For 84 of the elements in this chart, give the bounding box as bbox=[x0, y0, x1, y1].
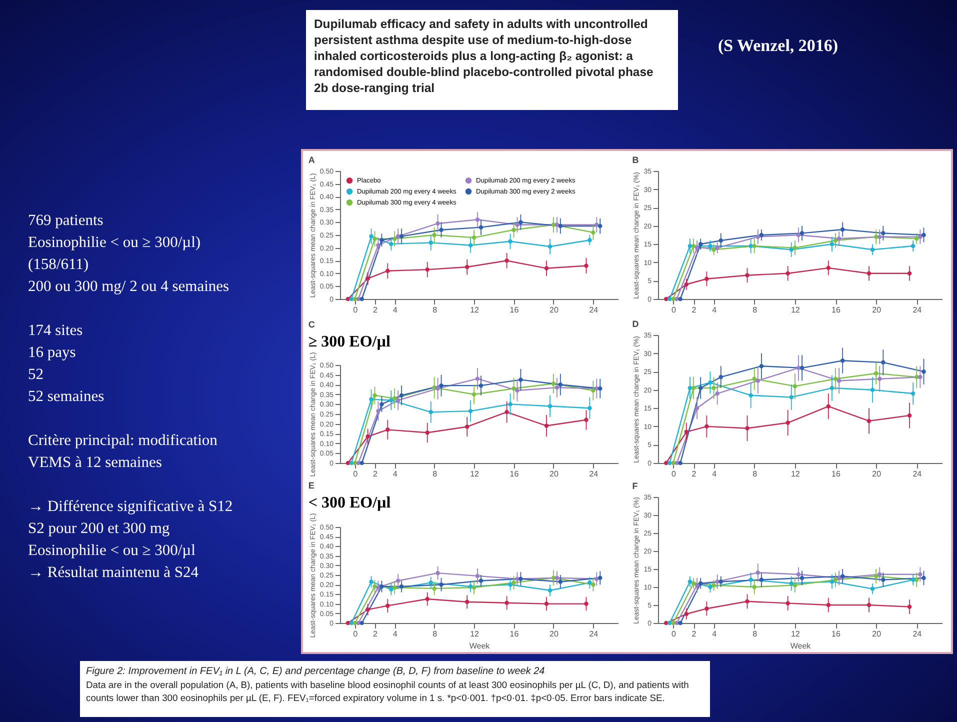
x-tick-label: 24 bbox=[589, 306, 599, 314]
point bbox=[668, 296, 672, 302]
x-tick-label: 8 bbox=[432, 306, 438, 314]
x-tick-label: 24 bbox=[912, 630, 922, 638]
x-tick-label: 8 bbox=[752, 630, 758, 638]
point bbox=[360, 620, 364, 626]
x-tick-label: 16 bbox=[832, 306, 841, 314]
x-tick-label: 0 bbox=[353, 306, 358, 314]
chart-title: E bbox=[308, 480, 314, 491]
point bbox=[356, 460, 360, 466]
chart-title: F bbox=[632, 481, 638, 491]
point bbox=[671, 620, 676, 626]
text: Critère principal: modification VEMS à 12 semaines bbox=[28, 431, 218, 473]
point bbox=[678, 460, 682, 466]
x-tick-label: 24 bbox=[589, 630, 599, 638]
x-tick-label: 2 bbox=[692, 306, 697, 314]
x-tick-label: 16 bbox=[510, 306, 520, 314]
x-tick-label: 20 bbox=[872, 630, 882, 638]
x-tick-label: 12 bbox=[470, 630, 480, 638]
x-tick-label: 4 bbox=[712, 306, 718, 314]
x-tick-label: 20 bbox=[550, 630, 559, 638]
x-tick-label: 20 bbox=[872, 470, 882, 478]
point bbox=[668, 460, 672, 466]
point bbox=[356, 620, 360, 626]
x-tick-label: 2 bbox=[373, 630, 378, 638]
x-tick-label: 16 bbox=[510, 470, 520, 478]
point bbox=[360, 296, 364, 302]
point bbox=[678, 620, 682, 626]
x-tick-label: 0 bbox=[353, 630, 358, 638]
x-tick-label: 8 bbox=[752, 306, 758, 314]
x-tick-label: 0 bbox=[671, 630, 676, 638]
x-tick-label: 4 bbox=[712, 470, 718, 478]
x-tick-label: 8 bbox=[752, 470, 758, 478]
x-tick-label: 24 bbox=[912, 470, 922, 478]
x-axis-title: Week bbox=[790, 642, 812, 650]
text: 769 patients Eosinophilie < ou ≥ 300/µl) (158/611) 200 ou 300 mg/ 2 ou 4 semaines bbox=[28, 211, 230, 297]
x-tick-label: 12 bbox=[470, 306, 480, 314]
x-tick-label: 12 bbox=[790, 630, 800, 638]
x-tick-label: 4 bbox=[392, 306, 398, 314]
x-tick-label: 16 bbox=[832, 470, 841, 478]
point bbox=[678, 296, 682, 302]
x-tick-label: 8 bbox=[432, 630, 438, 638]
text: (S Wenzel, 2016) bbox=[718, 36, 838, 56]
text: → Différence significative à S12 S2 pour 200 et 300 mg Eosinophilie < ou ≥ 300/µl → Résultat maintenu à S24 bbox=[28, 497, 234, 583]
x-tick-label: 20 bbox=[872, 306, 882, 314]
x-tick-label: 24 bbox=[912, 306, 922, 314]
x-tick-label: 0 bbox=[671, 470, 676, 478]
x-tick-label: 12 bbox=[790, 306, 800, 314]
x-tick-label: 2 bbox=[373, 306, 378, 314]
x-tick-label: 20 bbox=[550, 470, 559, 478]
x-tick-label: 12 bbox=[790, 470, 800, 478]
point bbox=[668, 620, 672, 626]
x-axis-title: Week bbox=[469, 642, 491, 650]
x-tick-label: 2 bbox=[692, 470, 697, 478]
text: 174 sites 16 pays 52 52 semaines bbox=[28, 321, 106, 407]
point bbox=[674, 460, 679, 466]
chart-subtitle: < 300 EO/µl bbox=[308, 494, 392, 512]
x-tick-label: 8 bbox=[432, 470, 438, 478]
chart-subtitle: ≥ 300 EO/µl bbox=[308, 334, 391, 351]
chart-title: C bbox=[308, 320, 316, 330]
x-tick-label: 2 bbox=[692, 630, 697, 638]
point bbox=[674, 620, 679, 626]
x-tick-label: 16 bbox=[832, 630, 841, 638]
text: Figure 2: Improvement in FEV₁ in L (A, C, E) and percentage change (B, D, F) from baseline to week 24 bbox=[86, 665, 546, 678]
x-tick-label: 12 bbox=[470, 470, 480, 478]
x-tick-label: 0 bbox=[353, 470, 358, 478]
x-tick-label: 2 bbox=[373, 470, 378, 478]
x-tick-label: 4 bbox=[712, 630, 718, 638]
point bbox=[671, 296, 676, 302]
point bbox=[674, 296, 679, 302]
x-tick-label: 24 bbox=[589, 470, 599, 478]
text: Dupilumab efficacy and safety in adults with uncontrolled persistent asthma despite use of medium-to-high-dose inhaled corticosteroids plus a long-acting β₂ agonist: a randomised double-blind placebo-controlled pivotal phase 2b dose-ranging trial bbox=[314, 16, 654, 96]
x-tick-label: 20 bbox=[550, 306, 559, 314]
x-tick-label: 16 bbox=[510, 630, 520, 638]
point bbox=[671, 460, 676, 466]
chart-title: A bbox=[308, 155, 316, 165]
x-tick-label: 4 bbox=[392, 630, 398, 638]
x-tick-label: 0 bbox=[671, 306, 676, 314]
x-tick-label: 4 bbox=[392, 470, 398, 478]
text: Data are in the overall population (A, B), patients with baseline blood eosinophil counts of at least 300 eosinophils per µL (C, D), and patients with counts lower than 300 eosinophils per µL (E, F). FEV₁=forced expiratory volume in 1 s. *p<0·001. †p<0·01. ‡p<0·05. Error bars indicate SE. bbox=[86, 678, 690, 704]
point bbox=[356, 296, 360, 302]
chart-title: D bbox=[632, 319, 640, 329]
point bbox=[360, 460, 364, 466]
chart-title: B bbox=[632, 155, 640, 165]
